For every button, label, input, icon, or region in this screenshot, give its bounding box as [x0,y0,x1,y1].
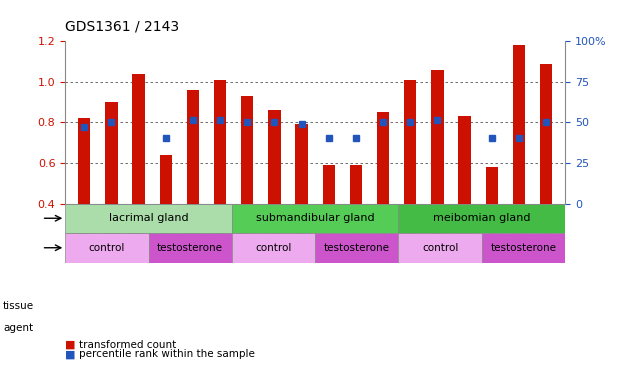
Text: testosterone: testosterone [157,243,223,253]
Bar [432,70,443,204]
Bar [296,124,307,204]
Bar [132,74,145,204]
Text: ■: ■ [65,350,76,359]
Bar [404,80,416,204]
Bar [187,90,199,204]
Bar [399,204,565,233]
Bar [78,118,90,204]
Bar [148,233,232,262]
Bar [214,80,226,204]
Bar [232,204,399,233]
Bar [458,116,471,204]
Bar [323,165,335,204]
Bar [65,233,148,262]
Text: agent: agent [3,323,34,333]
Bar [65,204,232,233]
Text: transformed count: transformed count [79,340,176,350]
Bar [350,165,362,204]
Bar [315,233,399,262]
Bar [486,167,498,204]
Text: submandibular gland: submandibular gland [256,213,374,223]
Text: tissue: tissue [3,301,34,310]
Text: testosterone: testosterone [324,243,390,253]
Bar [482,233,565,262]
Bar [513,45,525,204]
Bar [399,233,482,262]
Text: lacrimal gland: lacrimal gland [109,213,188,223]
Text: meibomian gland: meibomian gland [433,213,530,223]
Text: GDS1361 / 2143: GDS1361 / 2143 [65,20,179,34]
Text: percentile rank within the sample: percentile rank within the sample [79,350,255,359]
Text: testosterone: testosterone [491,243,556,253]
Text: control: control [255,243,292,253]
Bar [160,155,172,204]
Bar [106,102,117,204]
Bar [268,110,281,204]
Text: ■: ■ [65,340,76,350]
Bar [377,112,389,204]
Bar [540,63,552,204]
Text: control: control [422,243,458,253]
Text: control: control [89,243,125,253]
Bar [232,233,315,262]
Bar [241,96,253,204]
